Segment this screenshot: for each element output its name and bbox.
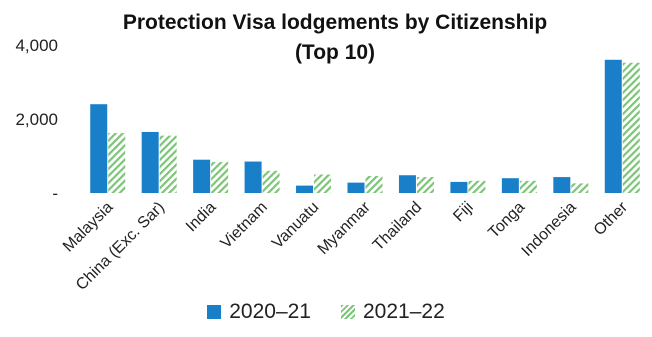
bar-series-1 [604,59,622,193]
bar-series-2 [314,174,332,193]
y-tick-label: 4,000 [15,36,58,55]
bar-series-2 [262,170,280,193]
bar-series-2 [211,161,229,193]
legend-swatch-series-1 [207,305,222,319]
legend-label-series-2: 2021–22 [363,300,445,323]
bar-series-2 [571,183,589,193]
legend-label-series-1: 2020–21 [229,300,311,323]
chart-title: Protection Visa lodgements by Citizenshi… [70,8,600,68]
x-tick-label: Indonesia [519,199,580,260]
x-tick-label: Vietnam [218,199,271,252]
bar-series-1 [193,159,211,193]
bar-series-1 [296,185,314,193]
chart-title-line-2: (Top 10) [294,41,376,64]
bar-series-2 [468,180,486,193]
bar-series-2 [108,133,126,193]
bars-layer [90,59,640,194]
x-tick-label: Fiji [450,199,476,225]
chart-title-line-1: Protection Visa lodgements by Citizenshi… [122,11,548,34]
bar-series-2 [365,175,383,193]
legend-item-series-2: 2021–22 [341,300,445,324]
bar-series-1 [553,177,571,193]
bar-series-2 [416,177,434,193]
x-tick-label: Vanuatu [269,199,322,252]
bar-series-1 [244,161,262,193]
y-tick-label: - [52,184,58,203]
legend: 2020–21 2021–22 [0,300,652,324]
legend-item-series-1: 2020–21 [207,300,311,324]
x-tick-label: Other [591,198,632,239]
bar-series-2 [519,180,537,193]
bar-series-2 [159,135,177,193]
axis-layer: - 2,000 4,000 [15,36,58,203]
y-tick-label: 2,000 [15,110,58,129]
legend-swatch-series-2 [341,305,355,319]
bar-series-1 [450,181,468,193]
bar-series-1 [90,104,108,193]
bar-series-2 [622,62,640,194]
x-tick-label: Tonga [485,199,528,242]
x-tick-label: Thailand [370,199,425,254]
x-tick-label: India [183,199,220,236]
bar-series-1 [398,175,416,193]
bar-series-1 [347,182,365,193]
bar-series-1 [501,178,519,193]
x-tick-label: China (Exc. Sar) [73,199,168,294]
bar-series-1 [141,131,159,193]
x-tick-label: Myanmar [315,198,375,258]
